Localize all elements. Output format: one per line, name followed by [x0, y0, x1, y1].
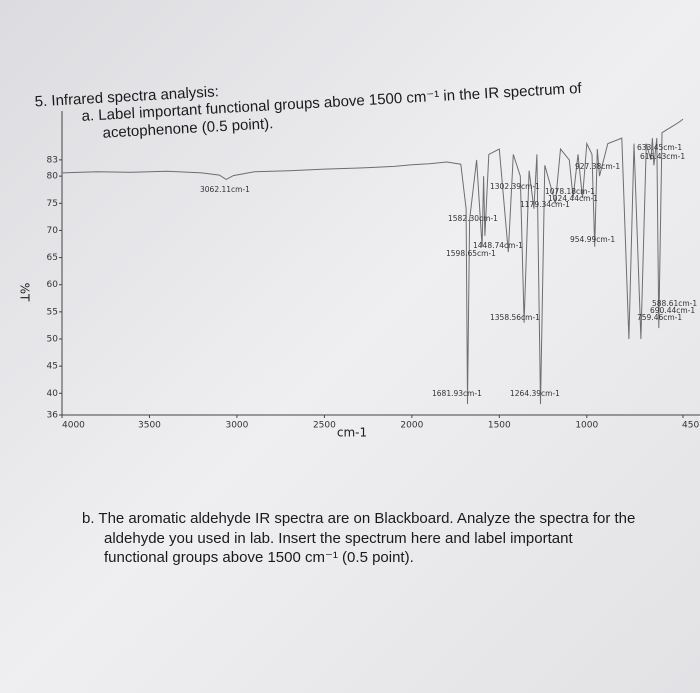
- x-tick-label: 1500: [488, 421, 511, 431]
- y-axis-label: %T: [18, 283, 32, 302]
- ir-spectrum: 36 40 45 50 55 60 65 70 75 80 83 4000 3500 3000 2500 20…: [18, 111, 700, 440]
- y-tick-label: 50: [47, 335, 59, 345]
- peak-label: 616.43cm-1: [640, 152, 685, 161]
- part-b-line: b. The aromatic aldehyde IR spectra are …: [82, 510, 635, 527]
- peak-label: 1598.65cm-1: [446, 249, 496, 258]
- peak-label: 1448.74cm-1: [473, 241, 523, 250]
- peak-label: 588.61cm-1: [652, 299, 697, 308]
- x-tick-label: 3000: [225, 421, 248, 431]
- y-tick-label: 45: [47, 362, 58, 372]
- peak-label: 1302.39cm-1: [490, 182, 540, 191]
- y-tick-label: 70: [47, 226, 59, 236]
- peak-label: 690.44cm-1: [650, 306, 695, 315]
- peak-label: 1179.34cm-1: [520, 200, 570, 209]
- x-tick-label: 4000: [62, 421, 85, 431]
- y-tick-label: 75: [47, 199, 58, 209]
- peak-label: 927.38cm-1: [575, 162, 620, 171]
- peak-label: 1681.93cm-1: [432, 389, 482, 398]
- peak-label: 759.46cm-1: [637, 313, 682, 322]
- x-tick-label: 3500: [138, 421, 161, 431]
- x-tick-label: 2500: [313, 421, 336, 431]
- x-tick-label: 2000: [400, 421, 423, 431]
- peak-label: 1024.44cm-1: [548, 194, 598, 203]
- x-tick-label: 1000: [575, 421, 598, 431]
- peak-label: 633.45cm-1: [637, 143, 682, 152]
- x-axis-label: cm-1: [337, 426, 367, 440]
- y-tick-label: 60: [47, 280, 59, 290]
- peak-label: 3062.11cm-1: [200, 185, 250, 194]
- y-tick-label: 36: [47, 411, 59, 421]
- part-b-line: functional groups above 1500 cm⁻¹ (0.5 p…: [104, 549, 414, 566]
- peak-label: 1582.30cm-1: [448, 214, 498, 223]
- y-tick-label: 55: [47, 307, 58, 317]
- peak-label: 1078.18cm-1: [545, 187, 595, 196]
- y-tick-label: 65: [47, 253, 58, 263]
- y-tick-label: 83: [47, 155, 58, 165]
- spectrum-line: [61, 118, 684, 405]
- part-b-line: aldehyde you used in lab. Insert the spe…: [104, 530, 573, 547]
- peak-label: 954.99cm-1: [570, 235, 615, 244]
- part-b-text: b. The aromatic aldehyde IR spectra are …: [82, 510, 635, 566]
- y-tick-label: 40: [47, 389, 59, 399]
- y-tick-label: 80: [47, 172, 59, 182]
- peak-label: 1358.56cm-1: [490, 313, 540, 322]
- x-tick-label: 450: [682, 421, 699, 431]
- peak-label: 1264.39cm-1: [510, 389, 560, 398]
